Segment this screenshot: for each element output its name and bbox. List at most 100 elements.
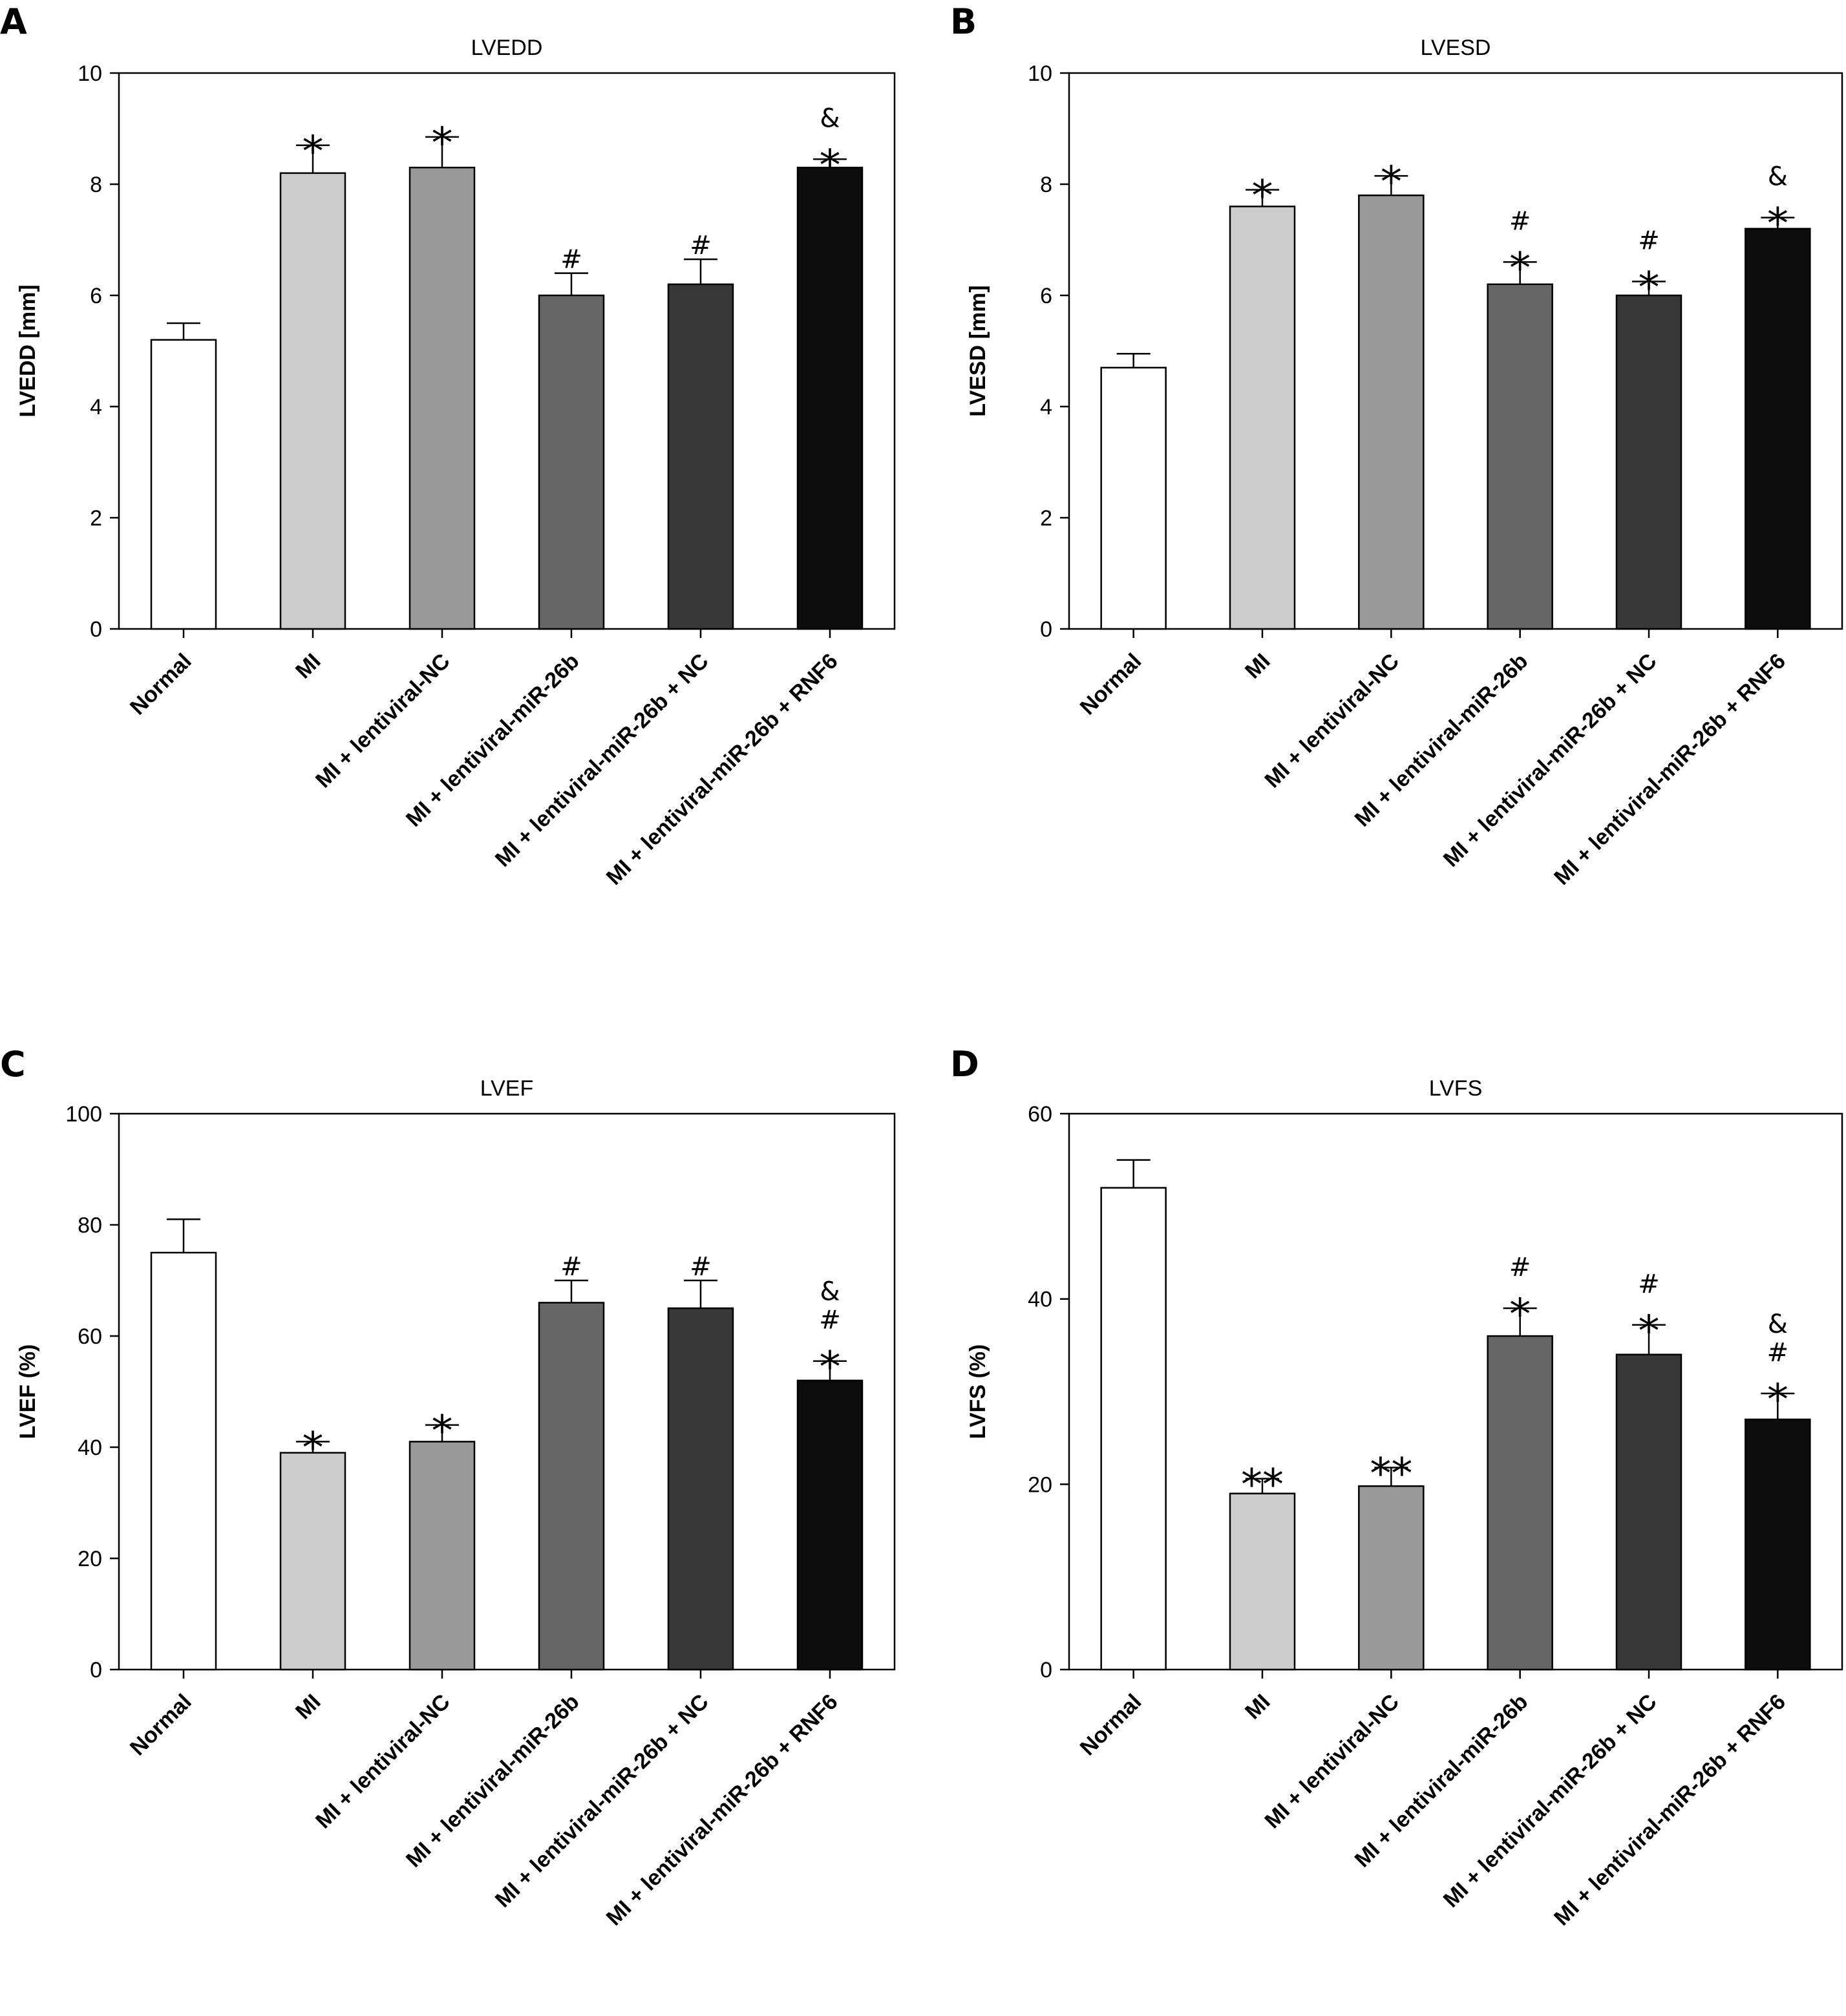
category-label: MI + lentiviral-miR-26b + RNF6 xyxy=(602,649,843,890)
significance-marker: * xyxy=(1639,1306,1660,1356)
significance-marker: * xyxy=(432,118,453,168)
category-label: MI + lentiviral-NC xyxy=(1260,649,1404,793)
significance-marker: & xyxy=(820,103,840,133)
y-tick-label: 60 xyxy=(1028,1102,1052,1127)
category-label: Normal xyxy=(1076,1690,1147,1761)
significance-marker: * xyxy=(1767,199,1788,249)
significance-marker: ** xyxy=(1370,1449,1412,1499)
y-axis-label: LVFS (%) xyxy=(966,1344,990,1439)
significance-marker: # xyxy=(1638,1269,1660,1299)
significance-marker: * xyxy=(302,127,324,176)
y-tick-label: 100 xyxy=(65,1102,102,1127)
significance-marker: # xyxy=(560,1252,582,1282)
category-label: MI + lentiviral-miR-26b + NC xyxy=(491,649,714,872)
panel-label: B xyxy=(950,1,977,42)
significance-marker: # xyxy=(560,245,582,275)
significance-marker: # xyxy=(1509,1253,1531,1282)
category-label: MI xyxy=(1240,1690,1275,1724)
significance-marker: # xyxy=(819,1306,841,1335)
bar xyxy=(1358,194,1425,630)
significance-marker: * xyxy=(1509,1289,1531,1339)
plot-frame xyxy=(1068,1112,1843,1671)
bar xyxy=(538,294,605,630)
y-tick-label: 20 xyxy=(78,1547,102,1571)
bar xyxy=(667,283,734,630)
bar xyxy=(538,1302,605,1671)
bar xyxy=(1358,1485,1425,1671)
bar xyxy=(796,166,864,630)
y-tick-label: 6 xyxy=(1040,284,1052,308)
bar xyxy=(1745,1418,1811,1671)
category-label: MI xyxy=(291,1690,326,1724)
y-tick-label: 8 xyxy=(1040,173,1052,197)
bar xyxy=(279,172,346,630)
y-axis-label: LVEF (%) xyxy=(16,1344,40,1439)
significance-marker: # xyxy=(690,1252,712,1282)
panel-label: C xyxy=(0,1044,26,1085)
panel-label: A xyxy=(0,1,27,42)
y-tick-label: 0 xyxy=(90,1658,102,1682)
significance-marker: # xyxy=(1767,1338,1789,1368)
bar xyxy=(1100,366,1167,630)
y-tick-label: 0 xyxy=(90,617,102,642)
y-tick-label: 80 xyxy=(78,1213,102,1238)
significance-marker: * xyxy=(1639,263,1660,313)
significance-marker: * xyxy=(820,140,841,190)
y-tick-label: 60 xyxy=(78,1324,102,1349)
bar xyxy=(150,1251,217,1671)
significance-marker: # xyxy=(690,231,712,260)
category-label: MI + lentiviral-miR-26b + NC xyxy=(1439,1690,1662,1913)
y-tick-label: 10 xyxy=(1028,61,1052,86)
bar xyxy=(408,166,476,630)
significance-marker: * xyxy=(1509,243,1531,293)
y-tick-label: 40 xyxy=(78,1436,102,1460)
panel-b: B LVESD 0 2 4 6 8 10 LVESD [mm] Normal MI * MI + len… xyxy=(950,1,1843,890)
bar xyxy=(667,1307,734,1671)
y-tick-label: 10 xyxy=(78,61,102,86)
category-label: MI + lentiviral-miR-26b + RNF6 xyxy=(1549,649,1790,890)
significance-marker: * xyxy=(1381,157,1402,207)
y-tick-label: 4 xyxy=(90,395,102,419)
y-tick-label: 8 xyxy=(90,173,102,197)
category-label: MI + lentiviral-NC xyxy=(311,649,455,793)
significance-marker: * xyxy=(820,1342,841,1392)
y-tick-label: 6 xyxy=(90,284,102,308)
y-tick-label: 2 xyxy=(90,506,102,531)
plot-frame xyxy=(118,72,896,630)
bar xyxy=(1615,294,1682,630)
panel-c: C LVEF 0 20 40 60 80 100 LVEF (%) Normal MI * MI + l… xyxy=(0,1044,896,1931)
bar xyxy=(1487,283,1553,630)
significance-marker: & xyxy=(1768,1310,1788,1339)
significance-marker: * xyxy=(1767,1375,1788,1425)
bar xyxy=(1229,206,1296,630)
bar xyxy=(1229,1492,1296,1671)
category-label: MI xyxy=(1240,649,1275,684)
bar xyxy=(1615,1353,1682,1671)
bar xyxy=(1745,228,1811,630)
bar xyxy=(1487,1335,1553,1671)
plot-frame xyxy=(118,1112,896,1671)
category-label: MI xyxy=(291,649,326,684)
significance-marker: & xyxy=(820,1277,840,1307)
significance-marker: # xyxy=(1509,206,1531,236)
y-tick-label: 0 xyxy=(1040,617,1052,642)
chart-title: LVFS xyxy=(1429,1076,1483,1101)
significance-marker: * xyxy=(432,1406,453,1456)
y-tick-label: 4 xyxy=(1040,395,1052,419)
category-label: MI + lentiviral-miR-26b + RNF6 xyxy=(1549,1690,1790,1931)
category-label: Normal xyxy=(1076,649,1147,720)
plot-frame xyxy=(1068,72,1843,630)
significance-marker: # xyxy=(1638,226,1660,256)
bar xyxy=(279,1452,346,1671)
category-label: MI + lentiviral-NC xyxy=(311,1690,455,1834)
panel-label: D xyxy=(950,1044,979,1085)
category-label: Normal xyxy=(125,1690,196,1761)
chart-title: LVEF xyxy=(480,1076,534,1101)
panel-a: A LVEDD 0 2 4 6 8 10 LVEDD [mm] Normal MI * MI + len… xyxy=(0,1,896,890)
category-label: MI + lentiviral-miR-26b + RNF6 xyxy=(602,1690,843,1931)
y-tick-label: 0 xyxy=(1040,1658,1052,1682)
chart-title: LVESD xyxy=(1421,36,1491,60)
y-tick-label: 40 xyxy=(1028,1288,1052,1312)
category-label: MI + lentiviral-NC xyxy=(1260,1690,1404,1834)
